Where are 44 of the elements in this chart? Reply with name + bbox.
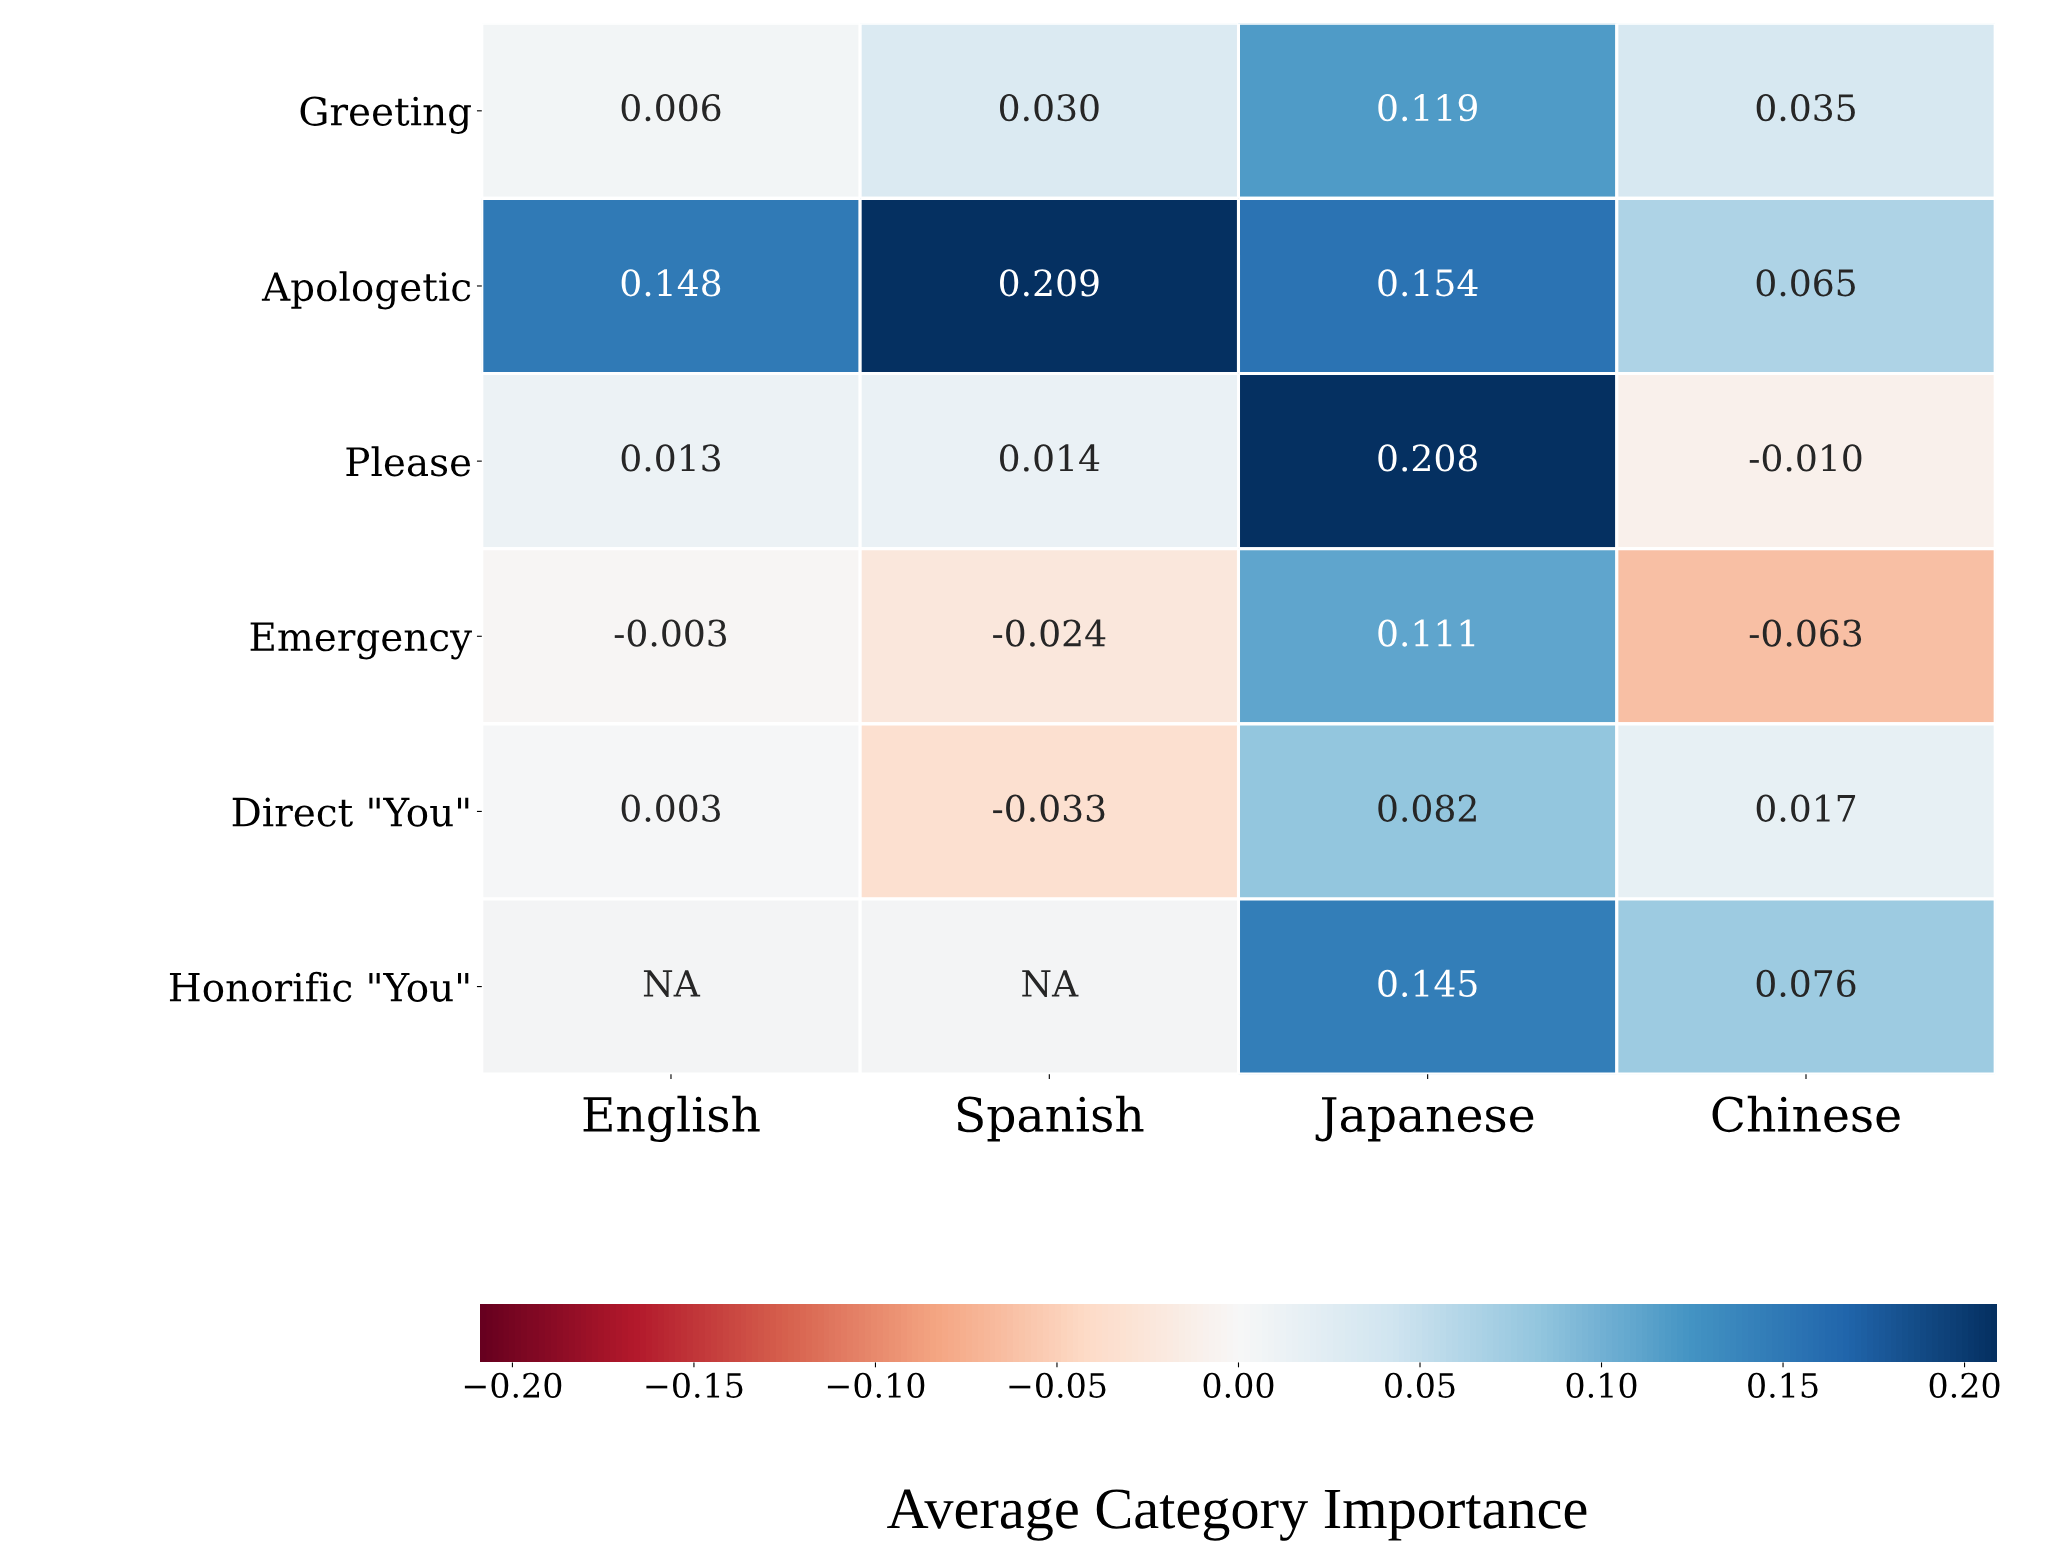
data-label: -0.003 [614, 619, 727, 647]
y-tick-label: Apologetic [261, 271, 471, 310]
x-tick-label: Spanish [957, 1095, 1144, 1142]
data-label: 0.076 [1756, 969, 1856, 998]
y-tick-label: Emergency [250, 622, 472, 660]
color-bar-label: 0.20 [1929, 1372, 2000, 1398]
data-label: 0.082 [1378, 794, 1476, 822]
x-tick-label: Chinese [1712, 1095, 1900, 1133]
data-label: -0.063 [1749, 619, 1862, 647]
data-label: 0.014 [1000, 444, 1100, 472]
data-label: 0.030 [1000, 93, 1099, 122]
data-label: 0.017 [1756, 794, 1856, 822]
data-label: -0.033 [993, 794, 1105, 822]
y-tick-label: Honorific "You" [169, 971, 469, 1002]
x-tick-label: English [583, 1095, 760, 1143]
data-label: 0.209 [1000, 269, 1099, 297]
data-label: 0.111 [1378, 619, 1475, 647]
data-label: -0.010 [1749, 444, 1862, 472]
color-bar-label: 0.15 [1748, 1372, 1818, 1398]
data-label: 0.208 [1378, 444, 1477, 472]
data-label: 0.148 [621, 269, 721, 297]
text: NA [1022, 970, 1079, 998]
data-label: 0.035 [1756, 93, 1855, 122]
data-label: -0.024 [993, 619, 1106, 647]
data-label: 0.145 [1378, 969, 1477, 998]
data-label: 0.154 [1378, 269, 1478, 297]
color-bar-label: −0.05 [1009, 1372, 1106, 1398]
data-label: 0.006 [621, 93, 721, 122]
color-bar-label: −0.20 [464, 1372, 562, 1398]
data-label: 0.003 [621, 794, 720, 822]
y-tick-label: Greeting [300, 96, 471, 134]
color-bar-label: −0.10 [827, 1372, 925, 1398]
color-bar-label: 0.10 [1566, 1372, 1637, 1398]
color-bar-label: 0.00 [1203, 1372, 1274, 1398]
y-tick-label: Please [346, 446, 471, 477]
data-label: 0.065 [1756, 269, 1855, 297]
data-label: 0.013 [621, 444, 720, 472]
color-bar-label: −0.15 [646, 1372, 743, 1398]
x-tick-label: Japanese [1315, 1097, 1534, 1142]
color-bar-label: 0.05 [1385, 1372, 1455, 1398]
data-label: 0.119 [1378, 93, 1477, 122]
text: NA [643, 970, 701, 998]
color-bar-title: Average Category Importance [887, 1489, 1587, 1541]
y-tick-label: Direct "You" [232, 797, 469, 827]
